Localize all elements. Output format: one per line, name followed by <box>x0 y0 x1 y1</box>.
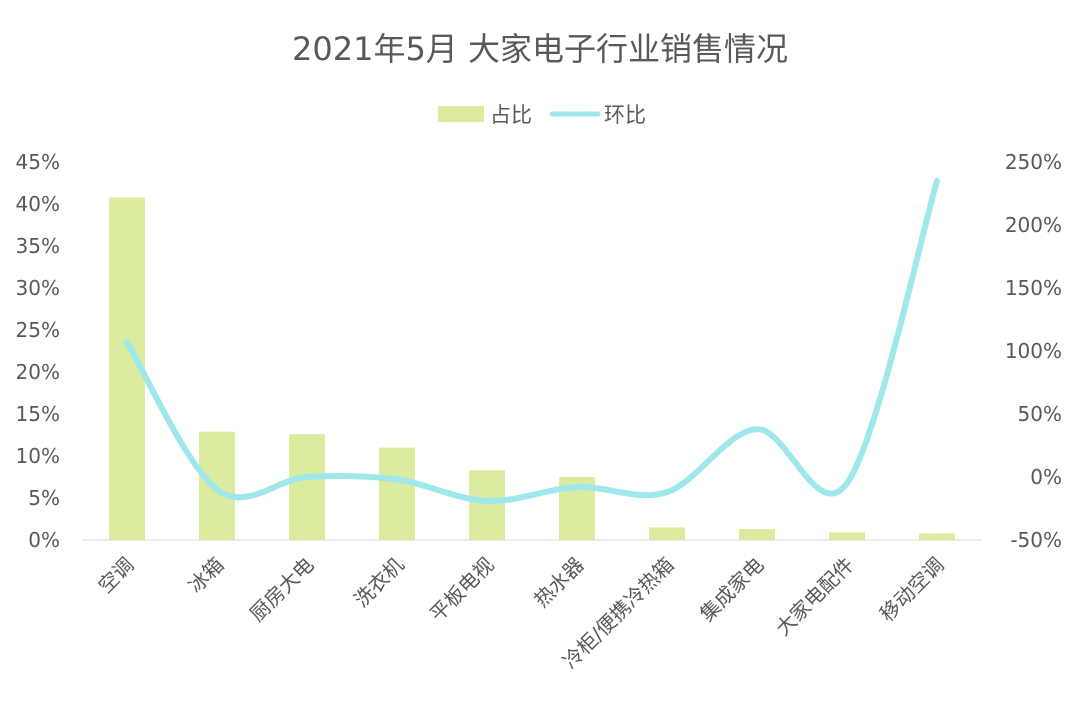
legend: 占比 环比 <box>438 103 646 127</box>
left-axis-tick: 35% <box>16 234 60 258</box>
left-axis-tick: 45% <box>16 150 60 174</box>
chart-title: 2021年5月 大家电子行业销售情况 <box>292 30 788 68</box>
bar <box>649 527 685 540</box>
left-axis-tick: 25% <box>16 318 60 342</box>
right-axis-tick: 0% <box>1030 465 1062 489</box>
left-axis-tick: 30% <box>16 276 60 300</box>
line-path <box>124 177 940 504</box>
left-axis-tick: 15% <box>16 402 60 426</box>
line-series <box>124 177 940 504</box>
bar <box>829 532 865 540</box>
bar <box>919 533 955 540</box>
category-label: 空调 <box>93 553 138 598</box>
legend-label-line: 环比 <box>604 103 646 127</box>
left-axis: 0% 5% 10% 15% 20% 25% 30% 35% 40% 45% <box>16 150 60 552</box>
category-label: 大家电配件 <box>771 553 859 641</box>
left-axis-tick: 10% <box>16 444 60 468</box>
category-label: 移动空调 <box>875 553 949 627</box>
category-label: 集成家电 <box>695 553 769 627</box>
category-label: 冰箱 <box>183 553 228 598</box>
right-axis-tick: 50% <box>1018 402 1062 426</box>
left-axis-tick: 5% <box>28 486 60 510</box>
bar-series <box>109 197 955 540</box>
bar <box>739 529 775 540</box>
left-axis-tick: 0% <box>28 528 60 552</box>
left-axis-tick: 20% <box>16 360 60 384</box>
right-axis: -50% 0% 50% 100% 150% 200% 250% <box>1005 150 1062 552</box>
right-axis-tick: 200% <box>1005 213 1062 237</box>
bar <box>379 447 415 540</box>
category-label: 洗衣机 <box>349 553 408 612</box>
category-label: 平板电视 <box>425 553 499 627</box>
right-axis-tick: 250% <box>1005 150 1062 174</box>
right-axis-tick: 150% <box>1005 276 1062 300</box>
category-label: 厨房大电 <box>245 553 319 627</box>
left-axis-tick: 40% <box>16 192 60 216</box>
right-axis-tick: -50% <box>1010 528 1062 552</box>
category-label: 热水器 <box>529 553 588 612</box>
right-axis-tick: 100% <box>1005 339 1062 363</box>
legend-label-bar: 占比 <box>490 103 532 127</box>
bar <box>289 434 325 540</box>
bar <box>469 470 505 540</box>
legend-swatch-bar <box>438 106 484 122</box>
